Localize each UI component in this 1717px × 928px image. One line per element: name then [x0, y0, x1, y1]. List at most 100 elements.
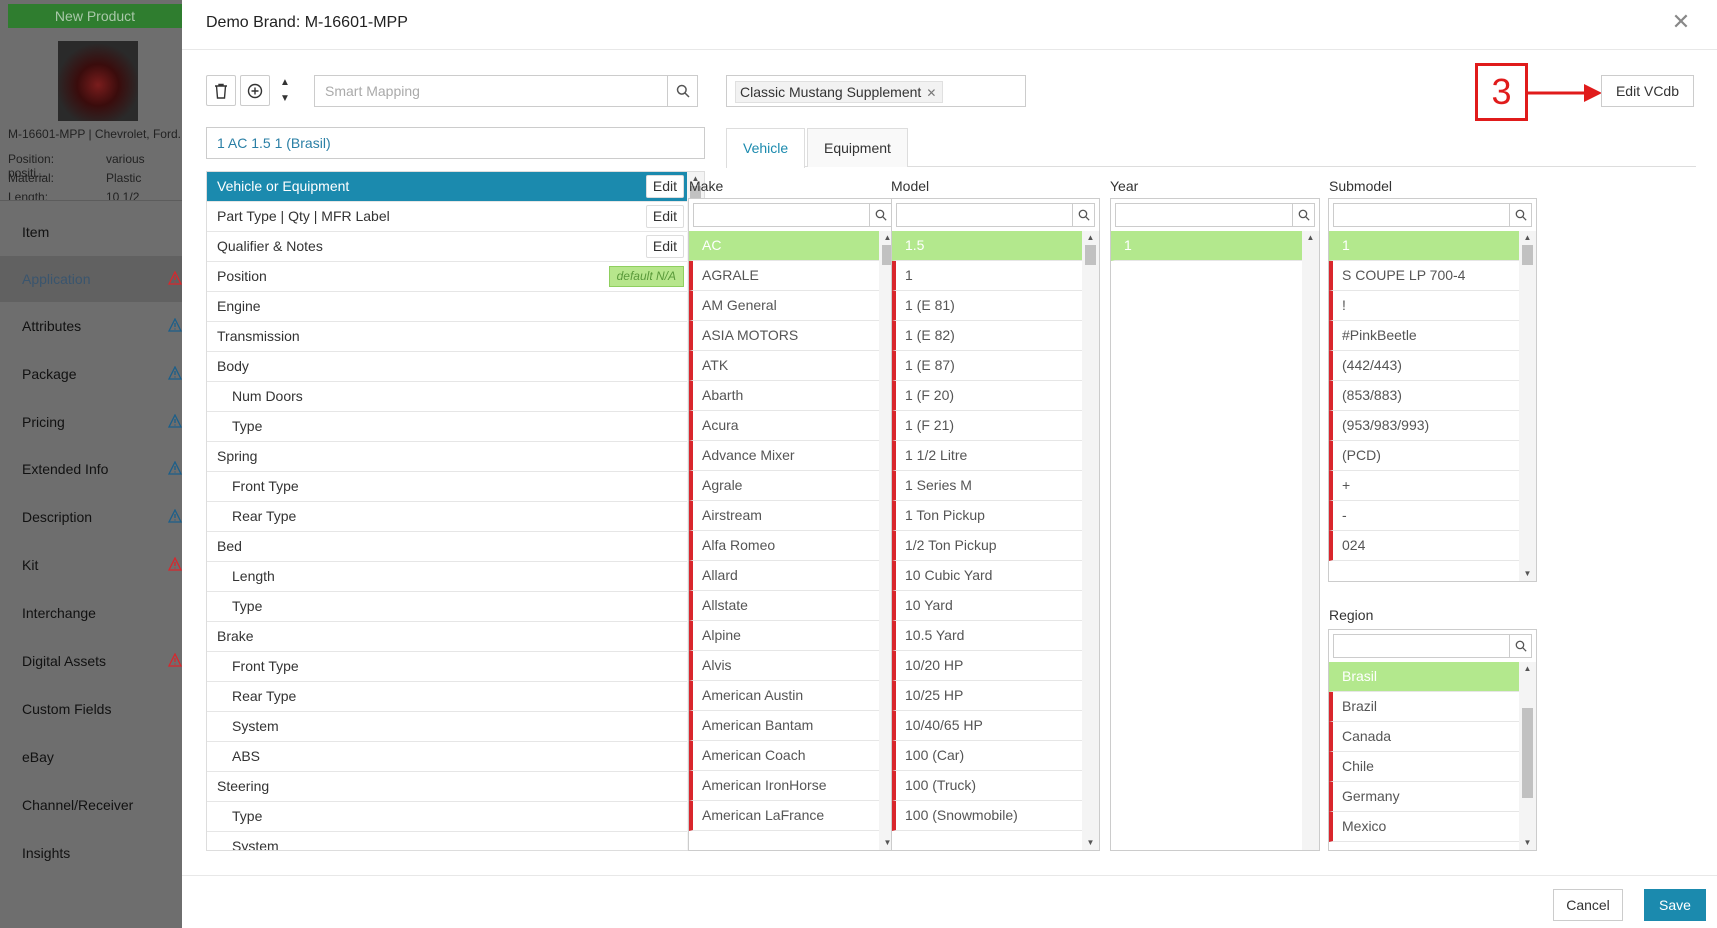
list-item[interactable]: (442/443)	[1329, 351, 1521, 381]
sidebar-item-11[interactable]: eBay	[0, 734, 182, 780]
make-search-input[interactable]	[694, 204, 869, 226]
sidebar-item-12[interactable]: Channel/Receiver	[0, 782, 182, 828]
list-item[interactable]: (853/883)	[1329, 381, 1521, 411]
close-icon[interactable]: ✕	[1671, 9, 1691, 34]
attribute-row[interactable]: Part Type | Qty | MFR Label Edit	[207, 202, 689, 232]
list-item[interactable]: 1 1/2 Litre	[892, 441, 1084, 471]
attribute-row[interactable]: System	[207, 832, 689, 850]
attribute-row[interactable]: Num Doors	[207, 382, 689, 412]
attribute-row[interactable]: Rear Type	[207, 502, 689, 532]
attribute-row[interactable]: Bed	[207, 532, 689, 562]
list-item[interactable]: Alvis	[689, 651, 881, 681]
list-item[interactable]: Mexico	[1329, 812, 1521, 842]
sidebar-item-10[interactable]: Custom Fields	[0, 686, 182, 732]
scrollbar-thumb[interactable]	[1522, 245, 1533, 265]
selected-vehicle-field[interactable]: 1 AC 1.5 1 (Brasil)	[206, 127, 705, 159]
smart-mapping-search-button[interactable]	[667, 76, 697, 106]
tab-equipment[interactable]: Equipment	[807, 128, 908, 167]
list-item[interactable]: American IronHorse	[689, 771, 881, 801]
scroll-down-icon[interactable]: ▼	[1523, 838, 1532, 847]
new-product-button[interactable]: New Product	[8, 4, 182, 28]
list-item[interactable]: 10 Cubic Yard	[892, 561, 1084, 591]
sidebar-item-1[interactable]: Application	[0, 256, 182, 302]
list-item[interactable]: 024	[1329, 531, 1521, 561]
remove-tag-icon[interactable]: ✕	[926, 86, 937, 100]
year-scrollbar[interactable]: ▲	[1302, 231, 1319, 850]
sidebar-item-5[interactable]: Extended Info	[0, 446, 182, 492]
search-icon[interactable]	[1509, 204, 1531, 226]
list-item[interactable]: 1 (E 87)	[892, 351, 1084, 381]
attribute-row[interactable]: System	[207, 712, 689, 742]
year-search-input[interactable]	[1116, 204, 1292, 226]
list-item[interactable]: 1 Ton Pickup	[892, 501, 1084, 531]
config-tag-input[interactable]: Classic Mustang Supplement ✕	[726, 75, 1026, 107]
smart-mapping-input[interactable]	[315, 76, 667, 106]
region-scrollbar[interactable]: ▲ ▼	[1519, 662, 1536, 850]
attribute-row[interactable]: Front Type	[207, 472, 689, 502]
edit-vcdb-button[interactable]: Edit VCdb	[1601, 75, 1694, 107]
list-item[interactable]: Allstate	[689, 591, 881, 621]
search-icon[interactable]	[1072, 204, 1094, 226]
attribute-row[interactable]: Type	[207, 412, 689, 442]
sidebar-item-9[interactable]: Digital Assets	[0, 638, 182, 684]
sidebar-item-6[interactable]: Description	[0, 494, 182, 540]
attribute-row[interactable]: Type	[207, 802, 689, 832]
sidebar-item-13[interactable]: Insights	[0, 830, 182, 876]
list-item[interactable]: 1	[1329, 231, 1521, 261]
search-icon[interactable]	[1509, 635, 1531, 657]
attribute-row[interactable]: ABS	[207, 742, 689, 772]
list-item[interactable]: ASIA MOTORS	[689, 321, 881, 351]
sidebar-item-2[interactable]: Attributes	[0, 303, 182, 349]
list-item[interactable]: #PinkBeetle	[1329, 321, 1521, 351]
region-search-input[interactable]	[1334, 635, 1509, 657]
list-item[interactable]: !	[1329, 291, 1521, 321]
attribute-row[interactable]: Spring	[207, 442, 689, 472]
list-item[interactable]: 100 (Car)	[892, 741, 1084, 771]
sidebar-item-7[interactable]: Kit	[0, 542, 182, 588]
attribute-row[interactable]: Steering	[207, 772, 689, 802]
list-item[interactable]: AC	[689, 231, 881, 261]
sidebar-item-3[interactable]: Package	[0, 351, 182, 397]
list-item[interactable]: 10/20 HP	[892, 651, 1084, 681]
list-item[interactable]: Alpine	[689, 621, 881, 651]
list-item[interactable]: Alfa Romeo	[689, 531, 881, 561]
list-item[interactable]: 1	[1111, 231, 1304, 261]
list-item[interactable]: (953/983/993)	[1329, 411, 1521, 441]
model-scrollbar[interactable]: ▲ ▼	[1082, 231, 1099, 850]
list-item[interactable]: ATK	[689, 351, 881, 381]
list-item[interactable]: 10.5 Yard	[892, 621, 1084, 651]
list-item[interactable]: 1 (F 21)	[892, 411, 1084, 441]
sidebar-item-8[interactable]: Interchange	[0, 590, 182, 636]
scroll-down-icon[interactable]: ▼	[1523, 569, 1532, 578]
attribute-row[interactable]: Engine	[207, 292, 689, 322]
list-item[interactable]: Abarth	[689, 381, 881, 411]
list-item[interactable]: AGRALE	[689, 261, 881, 291]
list-item[interactable]: Agrale	[689, 471, 881, 501]
scrollbar-thumb[interactable]	[1522, 708, 1533, 798]
attribute-row[interactable]: Rear Type	[207, 682, 689, 712]
list-item[interactable]: 100 (Snowmobile)	[892, 801, 1084, 831]
add-button[interactable]	[240, 75, 270, 106]
attribute-row[interactable]: Transmission	[207, 322, 689, 352]
list-item[interactable]: Germany	[1329, 782, 1521, 812]
scroll-up-icon[interactable]: ▲	[1086, 233, 1095, 242]
list-item[interactable]: American LaFrance	[689, 801, 881, 831]
edit-attribute-button[interactable]: Edit	[645, 235, 684, 258]
attribute-row[interactable]: Body	[207, 352, 689, 382]
list-item[interactable]: 100 (Truck)	[892, 771, 1084, 801]
delete-button[interactable]	[206, 75, 236, 106]
list-item[interactable]: S COUPE LP 700-4	[1329, 261, 1521, 291]
scrollbar-thumb[interactable]	[882, 245, 893, 265]
attribute-row[interactable]: Brake	[207, 622, 689, 652]
list-item[interactable]: 10/25 HP	[892, 681, 1084, 711]
list-item[interactable]: (PCD)	[1329, 441, 1521, 471]
scroll-down-icon[interactable]: ▼	[883, 838, 892, 847]
move-up-button[interactable]: ▲	[280, 77, 290, 88]
submodel-search-input[interactable]	[1334, 204, 1509, 226]
list-item[interactable]: 1.5	[892, 231, 1084, 261]
list-item[interactable]: +	[1329, 471, 1521, 501]
search-icon[interactable]	[869, 204, 891, 226]
scroll-down-icon[interactable]: ▼	[1086, 838, 1095, 847]
list-item[interactable]: Brasil	[1329, 662, 1521, 692]
list-item[interactable]: 1 Series M	[892, 471, 1084, 501]
